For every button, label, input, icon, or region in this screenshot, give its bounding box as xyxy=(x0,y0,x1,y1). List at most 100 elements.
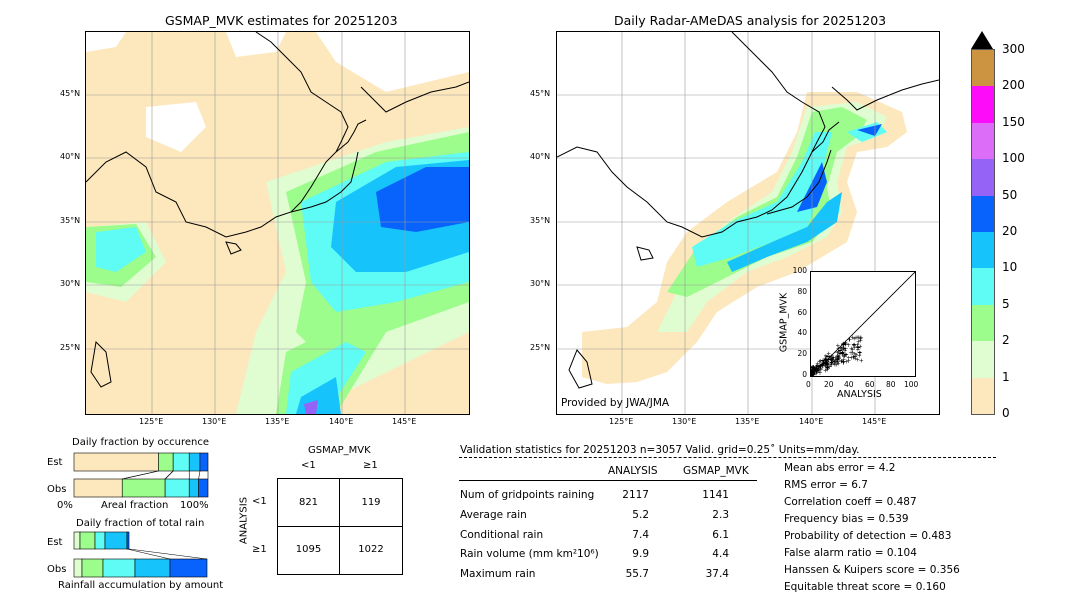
scatter-point: + xyxy=(859,357,864,364)
contingency-cell: 1022 xyxy=(358,544,384,555)
scatter-point: + xyxy=(814,363,819,370)
scatter-point: + xyxy=(850,350,855,357)
scatter-point: + xyxy=(820,358,825,365)
totalrain-footer: Rainfall accumulation by amount xyxy=(58,580,224,591)
scatter-point: + xyxy=(826,361,831,368)
scatter-point: + xyxy=(829,359,834,366)
scatter-point: + xyxy=(813,365,818,372)
scatter-point: + xyxy=(844,352,849,359)
scatter-point: + xyxy=(840,347,845,354)
scatter-point: + xyxy=(829,356,834,363)
scatter-point: + xyxy=(837,348,842,355)
scatter-point: + xyxy=(838,345,843,352)
colorbar-label: 2 xyxy=(1002,333,1010,348)
scatter-point: + xyxy=(811,371,815,376)
scatter-xtick: 60 xyxy=(865,380,875,389)
occurrence-bar-segment xyxy=(164,478,190,498)
scatter-point: + xyxy=(811,368,816,375)
scatter-point: + xyxy=(811,364,815,371)
right-lat-label: 40°N xyxy=(530,152,551,161)
stats-row-gsmap: 4.4 xyxy=(712,548,729,560)
occurrence-bar-segment xyxy=(73,478,123,498)
stats-row-gsmap: 2.3 xyxy=(712,509,729,521)
scatter-point: + xyxy=(811,368,815,375)
scatter-ytick: 20 xyxy=(797,349,807,358)
colorbar-label: 0 xyxy=(1002,406,1010,420)
scatter-point: + xyxy=(836,353,841,360)
left-lat-label: 25°N xyxy=(60,343,81,352)
scatter-point: + xyxy=(857,352,862,359)
scatter-point: + xyxy=(856,335,861,342)
scatter-point: + xyxy=(812,367,817,374)
scatter-point: + xyxy=(823,357,828,364)
scatter-point: + xyxy=(811,371,816,376)
scatter-point: + xyxy=(829,357,834,364)
scatter-point: + xyxy=(836,357,841,364)
scatter-point: + xyxy=(835,343,840,350)
scatter-point: + xyxy=(812,365,817,372)
scatter-point: + xyxy=(853,354,858,361)
stats-header: Validation statistics for 20251203 n=305… xyxy=(460,444,860,456)
scatter-point: + xyxy=(816,367,821,374)
scatter-point: + xyxy=(844,359,849,366)
right-lon-label: 145°E xyxy=(862,417,887,426)
scatter-point: + xyxy=(856,335,861,342)
occurrence-axis-center: Areal fraction xyxy=(101,500,169,511)
scatter-point: + xyxy=(830,355,835,362)
scatter-point: + xyxy=(855,357,860,364)
scatter-xtick: 100 xyxy=(904,380,919,389)
scatter-point: + xyxy=(858,338,863,345)
scatter-point: + xyxy=(822,360,827,367)
scatter-point: + xyxy=(823,356,828,363)
scatter-xtick: 20 xyxy=(824,380,834,389)
scatter-point: + xyxy=(814,368,819,375)
colorbar-extend-icon xyxy=(971,31,993,49)
stats-row-analysis: 9.9 xyxy=(632,548,649,560)
scatter-point: + xyxy=(826,350,831,357)
scatter-point: + xyxy=(814,367,819,374)
colorbar-cell xyxy=(972,268,994,305)
scatter-point: + xyxy=(824,361,829,368)
scatter-point: + xyxy=(826,357,831,364)
scatter-point: + xyxy=(839,358,844,365)
right-lon-label: 130°E xyxy=(672,417,697,426)
colorbar-cell xyxy=(972,195,994,232)
scatter-point: + xyxy=(853,356,858,363)
scatter-point: + xyxy=(814,368,819,375)
scatter-point: + xyxy=(814,366,819,373)
colorbar-label: 300 xyxy=(1002,42,1025,56)
scatter-point: + xyxy=(833,355,838,362)
colorbar-label: 150 xyxy=(1002,114,1025,129)
scatter-point: + xyxy=(811,369,816,376)
scatter-point: + xyxy=(852,342,857,349)
scatter-point: + xyxy=(814,364,819,371)
scatter-ytick: 80 xyxy=(797,287,807,296)
scatter-point: + xyxy=(811,370,815,376)
scatter-point: + xyxy=(836,361,841,368)
scatter-point: + xyxy=(825,354,830,361)
scatter-point: + xyxy=(814,365,819,372)
scatter-point: + xyxy=(825,359,830,366)
scatter-point: + xyxy=(843,346,848,353)
scatter-point: + xyxy=(821,358,826,365)
scatter-point: + xyxy=(820,363,825,370)
stats-row-analysis: 7.4 xyxy=(632,529,649,541)
scatter-point: + xyxy=(843,342,848,349)
scatter-point: + xyxy=(825,365,830,372)
right-map xyxy=(556,31,940,415)
scatter-point: + xyxy=(835,350,840,357)
scatter-point: + xyxy=(819,362,824,369)
scatter-point: + xyxy=(841,340,846,347)
scatter-point: + xyxy=(816,364,821,371)
occurrence-bar-segment xyxy=(73,452,159,472)
scatter-point: + xyxy=(858,343,863,350)
scatter-point: + xyxy=(824,363,829,370)
scatter-point: + xyxy=(811,372,815,376)
right-lon-label: 140°E xyxy=(799,417,824,426)
scatter-point: + xyxy=(821,360,826,367)
scatter-point: + xyxy=(855,342,860,349)
scatter-point: + xyxy=(811,370,815,376)
contingency-cell: 1095 xyxy=(295,544,322,555)
right-map-credit: Provided by JWA/JMA xyxy=(561,397,670,409)
scatter-point: + xyxy=(817,359,822,366)
